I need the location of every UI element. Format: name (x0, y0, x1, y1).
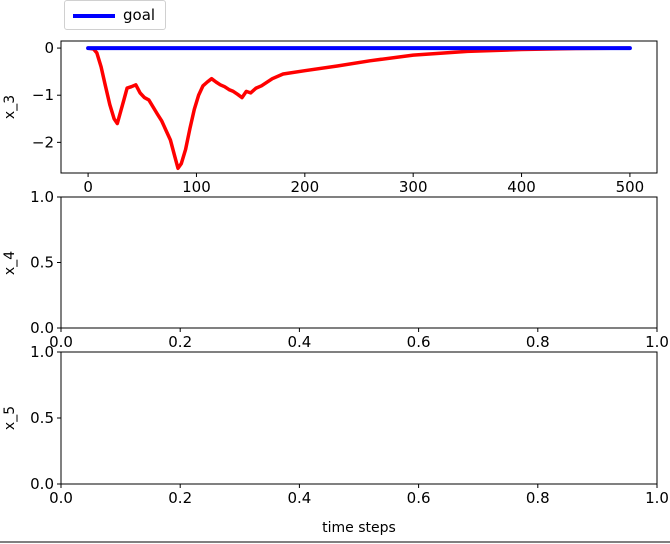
xtick-label-3-3: 0.6 (407, 489, 431, 507)
legend: goal (64, 0, 166, 30)
ytick-label-2-0: 0.0 (30, 319, 54, 337)
xtick-label-1-5: 500 (616, 178, 645, 196)
xtick-label-3-4: 0.8 (526, 489, 550, 507)
xtick-label-2-3: 0.6 (407, 333, 431, 351)
ytick-label-2-2: 1.0 (30, 188, 54, 206)
xtick-label-3-0: 0.0 (49, 489, 73, 507)
xtick-label-2-0: 0.0 (49, 333, 73, 351)
panel-x5: 0.0 0.5 1.0 0.0 0.2 0.4 0.6 0.8 1.0 x_5 time st… (2, 343, 669, 536)
xtick-label-2-2: 0.4 (287, 333, 311, 351)
axes-frame-x3 (60, 40, 658, 174)
xtick-label-1-0: 0 (83, 178, 93, 196)
legend-goal-label: goal (123, 6, 156, 24)
xtick-label-2-1: 0.2 (168, 333, 192, 351)
ytick-label-1-1: −1 (32, 86, 54, 104)
xlabel-time-steps: time steps (322, 520, 396, 536)
ytick-label-2-1: 0.5 (30, 254, 54, 272)
xtick-label-1-3: 300 (399, 178, 428, 196)
ytick-label-3-0: 0.0 (30, 475, 54, 493)
ylabel-x3: x_3 (2, 95, 18, 119)
xtick-label-1-4: 400 (507, 178, 536, 196)
xtick-label-1-1: 100 (182, 178, 211, 196)
axes-frame-x4 (60, 196, 658, 329)
panel-x3: 0 −1 −2 0 100 200 300 400 500 x_3 (2, 39, 658, 196)
series-x3-line (86, 46, 632, 171)
ylabel-x5: x_5 (2, 406, 18, 430)
xtick-label-3-1: 0.2 (168, 489, 192, 507)
xtick-label-2-4: 0.8 (526, 333, 550, 351)
ytick-label-3-1: 0.5 (30, 409, 54, 427)
ytick-label-3-2: 1.0 (30, 343, 54, 361)
xtick-label-1-2: 200 (290, 178, 319, 196)
ytick-label-1-0: 0 (44, 39, 54, 57)
xtick-label-2-5: 1.0 (645, 333, 669, 351)
ytick-label-1-2: −2 (32, 133, 54, 151)
xtick-label-3-5: 1.0 (645, 489, 669, 507)
xtick-label-3-2: 0.4 (287, 489, 311, 507)
axes-frame-x5 (60, 351, 658, 485)
ylabel-x4: x_4 (2, 251, 18, 275)
panel-x4: 0.0 0.5 1.0 0.0 0.2 0.4 0.6 0.8 1.0 x_4 (2, 188, 669, 351)
legend-goal-swatch (73, 14, 115, 18)
